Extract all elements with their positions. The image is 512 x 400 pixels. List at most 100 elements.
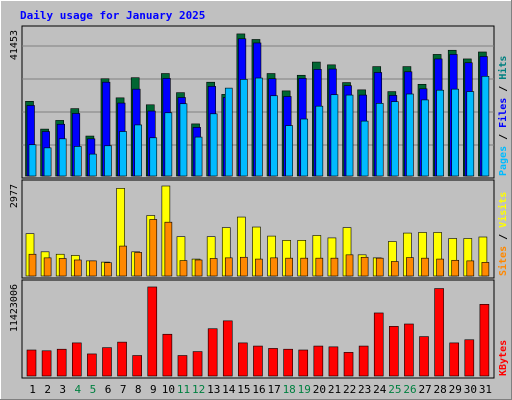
x-tick-label: 6 xyxy=(105,383,112,396)
legend-entry: Visits xyxy=(497,192,509,228)
legend-entry: Pages xyxy=(498,146,509,176)
legend-entry: Sites xyxy=(497,246,509,276)
legend-bottom: KBytes xyxy=(498,340,509,376)
bar-kbytes xyxy=(298,349,309,377)
bar-kbytes xyxy=(479,304,490,377)
bar-sites xyxy=(119,245,127,277)
bar-sites xyxy=(360,256,369,277)
bar-sites xyxy=(300,257,309,277)
bar-pages xyxy=(28,144,37,177)
bar-pages xyxy=(89,153,97,177)
bar-kbytes xyxy=(343,352,354,377)
x-tick-label: 24 xyxy=(373,383,387,396)
x-tick-label: 29 xyxy=(449,383,462,396)
legend-entry: / xyxy=(498,80,509,98)
x-tick-label: 1 xyxy=(29,383,36,396)
bar-pages xyxy=(300,118,309,177)
x-tick-label: 12 xyxy=(192,383,205,396)
bar-pages xyxy=(179,103,188,177)
bar-pages xyxy=(481,76,490,177)
bar-pages xyxy=(436,89,444,177)
bar-sites xyxy=(58,258,67,277)
x-axis-labels: 1 2 3 4 5 6 7 8 9 10 11 12 13 14 15 16 17 18 19 20 21 22 23 24 2… xyxy=(29,383,492,396)
bar-sites xyxy=(391,261,399,277)
bar-kbytes xyxy=(26,349,37,377)
bar-sites xyxy=(28,253,37,277)
bar-kbytes xyxy=(56,348,67,377)
legend-top: Pages / Files / Hits xyxy=(497,56,509,176)
bar-kbytes xyxy=(283,348,293,377)
bar-kbytes xyxy=(464,339,475,377)
bar-pages xyxy=(73,146,82,177)
x-tick-label: 26 xyxy=(403,383,416,396)
bar-pages xyxy=(330,94,339,177)
max-value-label: 41453 xyxy=(9,30,20,60)
legend-entry: / xyxy=(498,128,509,146)
bar-sites xyxy=(421,257,429,277)
bar-pages xyxy=(451,88,460,177)
x-tick-label: 14 xyxy=(222,383,236,396)
x-tick-label: 18 xyxy=(283,383,296,396)
bar-pages xyxy=(315,105,324,177)
bar-kbytes xyxy=(419,336,429,377)
bar-kbytes xyxy=(102,347,112,377)
legend-entry: Files xyxy=(497,98,509,128)
bar-sites xyxy=(134,252,142,277)
x-tick-label: 17 xyxy=(267,383,280,396)
bar-pages xyxy=(58,138,67,177)
bar-pages xyxy=(285,125,293,177)
bar-kbytes xyxy=(238,342,248,377)
bar-sites xyxy=(104,262,112,277)
bar-kbytes xyxy=(222,320,233,377)
bar-pages xyxy=(209,113,218,177)
bar-kbytes xyxy=(434,288,444,377)
panel-frame xyxy=(21,25,495,179)
bar-kbytes xyxy=(449,342,460,377)
bar-kbytes xyxy=(373,312,384,377)
bar-pages xyxy=(224,87,233,177)
bar-sites xyxy=(406,257,414,277)
x-tick-label: 9 xyxy=(150,383,157,396)
bar-sites xyxy=(345,254,354,277)
bar-kbytes xyxy=(132,355,142,377)
x-tick-label: 27 xyxy=(418,383,431,396)
bar-kbytes xyxy=(268,348,278,377)
bar-pages xyxy=(391,101,399,177)
bar-kbytes xyxy=(117,341,127,377)
x-tick-label: 15 xyxy=(237,383,250,396)
x-tick-label: 5 xyxy=(90,383,97,396)
bar-kbytes xyxy=(389,326,399,377)
bar-sites xyxy=(73,259,82,277)
max-value-label: 11423006 xyxy=(9,284,20,332)
x-tick-label: 20 xyxy=(313,383,326,396)
bar-pages xyxy=(360,120,369,177)
bar-sites xyxy=(179,260,188,277)
bar-sites xyxy=(89,260,97,277)
bar-kbytes xyxy=(162,333,173,377)
x-tick-label: 22 xyxy=(343,383,356,396)
panel-top: 41453 Pages / Files / Hits xyxy=(9,25,509,179)
legend-entry: KBytes xyxy=(498,340,509,376)
legend-middle: Sites / Visits xyxy=(497,192,509,276)
bar-pages xyxy=(194,136,203,177)
bar-sites xyxy=(451,259,460,277)
bar-sites xyxy=(466,260,475,277)
max-value-label: 2977 xyxy=(9,184,20,208)
bar-sites xyxy=(149,219,158,277)
bar-pages xyxy=(164,112,173,177)
x-tick-label: 7 xyxy=(120,383,127,396)
bar-kbytes xyxy=(192,351,203,377)
legend-entry: Hits xyxy=(497,56,509,80)
bar-sites xyxy=(330,257,339,277)
legend-entry: / xyxy=(498,228,509,246)
bar-kbytes xyxy=(328,346,339,377)
bar-pages xyxy=(104,145,112,177)
bar-sites xyxy=(481,262,490,277)
bar-kbytes xyxy=(253,345,263,377)
bar-pages xyxy=(255,77,263,177)
x-tick-label: 19 xyxy=(298,383,311,396)
x-tick-label: 4 xyxy=(75,383,82,396)
bar-pages xyxy=(149,137,158,177)
bar-sites xyxy=(43,257,52,277)
